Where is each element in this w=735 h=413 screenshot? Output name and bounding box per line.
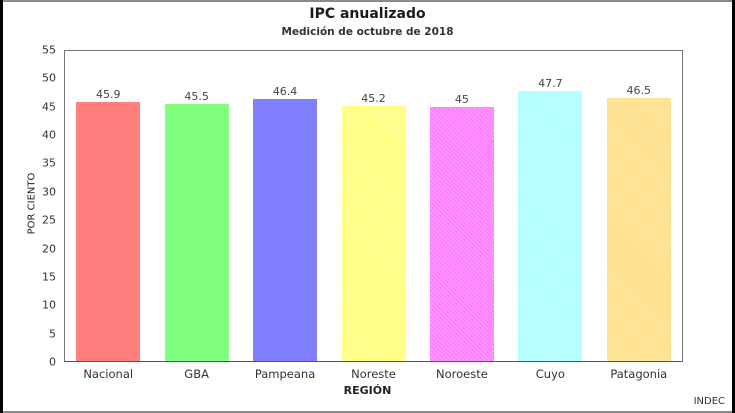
x-tick-label: Patagonia <box>610 367 668 381</box>
chart-subtitle: Medición de octubre de 2018 <box>281 26 454 38</box>
x-tick-label: Pampeana <box>254 367 316 381</box>
bar-value-label: 46.5 <box>626 84 652 98</box>
y-tick-label: 35 <box>42 156 56 170</box>
y-axis-label: POR CIENTO <box>26 172 38 235</box>
y-tick-label: 5 <box>49 327 56 341</box>
bar-gba <box>164 103 229 361</box>
frame-right <box>732 0 735 413</box>
x-tick-label: Cuyo <box>535 367 565 381</box>
y-tick-label: 10 <box>42 298 56 312</box>
bar-noroeste <box>429 106 494 361</box>
frame-left <box>0 0 3 413</box>
x-tick-label: Nacional <box>83 367 134 381</box>
bar-cuyo <box>518 91 583 361</box>
y-tick-label: 55 <box>42 43 56 57</box>
bar-noreste <box>341 105 406 361</box>
bar-pampeana <box>253 98 318 361</box>
bar-value-label: 45.2 <box>361 91 386 105</box>
x-axis-label: REGIÓN <box>343 384 392 397</box>
plot-area <box>64 50 683 362</box>
frame-bottom <box>0 411 735 413</box>
y-tick-label: 0 <box>49 355 56 369</box>
y-tick-label: 25 <box>42 213 56 227</box>
bar-patagonia <box>606 98 671 361</box>
x-tick-label: Noreste <box>351 367 396 381</box>
y-tick-label: 45 <box>42 100 56 114</box>
bar-value-label: 45.5 <box>184 89 209 103</box>
bar-value-label: 45 <box>454 92 469 106</box>
y-tick-label: 50 <box>42 71 56 85</box>
chart-title: IPC anualizado <box>309 6 426 22</box>
y-tick-label: 20 <box>42 242 56 256</box>
bar-value-label: 47.7 <box>538 77 563 91</box>
bar-nacional <box>76 101 141 361</box>
y-tick-label: 15 <box>42 270 56 284</box>
bar-value-label: 46.4 <box>272 84 298 98</box>
x-tick-label: Noroeste <box>436 367 488 381</box>
x-tick-label: GBA <box>184 367 209 381</box>
frame-top <box>0 0 735 2</box>
y-tick-label: 40 <box>42 128 56 142</box>
y-tick-label: 30 <box>42 185 56 199</box>
bar-value-label: 45.9 <box>95 87 121 101</box>
source-label: INDEC <box>693 396 725 407</box>
